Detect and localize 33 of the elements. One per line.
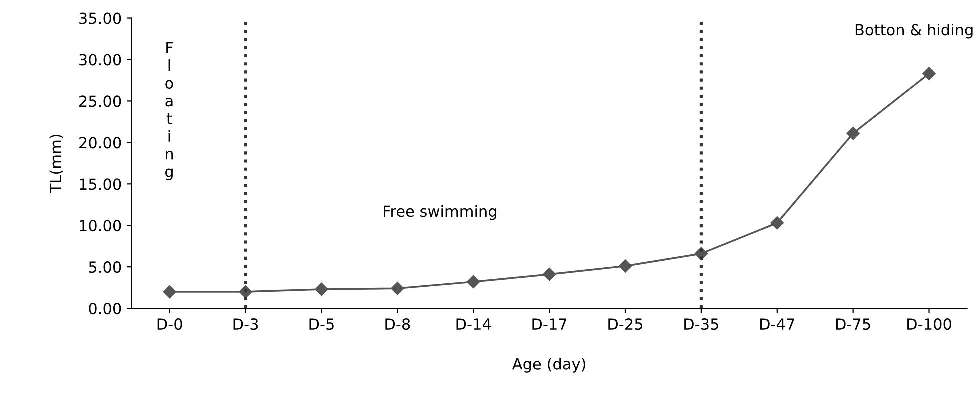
point (315, 282, 328, 296)
y-tick-label: 25.00 (80, 96, 122, 108)
point (618, 260, 632, 273)
x-tick-label: D-47 (760, 318, 794, 330)
x-tick-label: D-17 (532, 318, 567, 330)
y-tick-label: 20.00 (80, 137, 122, 149)
y-axis-title: TL(mm) (50, 134, 64, 194)
point (846, 126, 860, 140)
x-tick-label: D-35 (684, 318, 718, 330)
point (163, 285, 176, 299)
x-tick-label: D-25 (608, 318, 643, 330)
point (467, 275, 480, 289)
point (542, 268, 556, 282)
point (391, 282, 404, 296)
point (922, 67, 936, 80)
x-tick-label: D-0 (158, 318, 182, 330)
x-tick-label: D-75 (836, 318, 870, 330)
x-axis-title: Age (day) (512, 358, 586, 373)
y-tick-label: 15.00 (80, 178, 122, 190)
annotation: Botton & hiding (856, 24, 973, 39)
annotation: Floating (165, 42, 174, 180)
y-tick-label: 5.00 (89, 262, 122, 274)
annotation: Free swimming (384, 205, 496, 220)
y-tick-label: 0.00 (89, 303, 122, 315)
x-tick-label: D-5 (310, 318, 334, 330)
x-tick-label: D-3 (234, 318, 258, 330)
x-tick-label: D-8 (386, 318, 410, 330)
y-tick-label: 10.00 (80, 220, 122, 232)
point (770, 216, 784, 230)
y-tick-label: 30.00 (80, 54, 122, 66)
y-tick-label: 35.00 (80, 12, 122, 24)
x-tick-label: D-100 (908, 318, 952, 330)
x-tick-label: D-14 (456, 318, 492, 330)
